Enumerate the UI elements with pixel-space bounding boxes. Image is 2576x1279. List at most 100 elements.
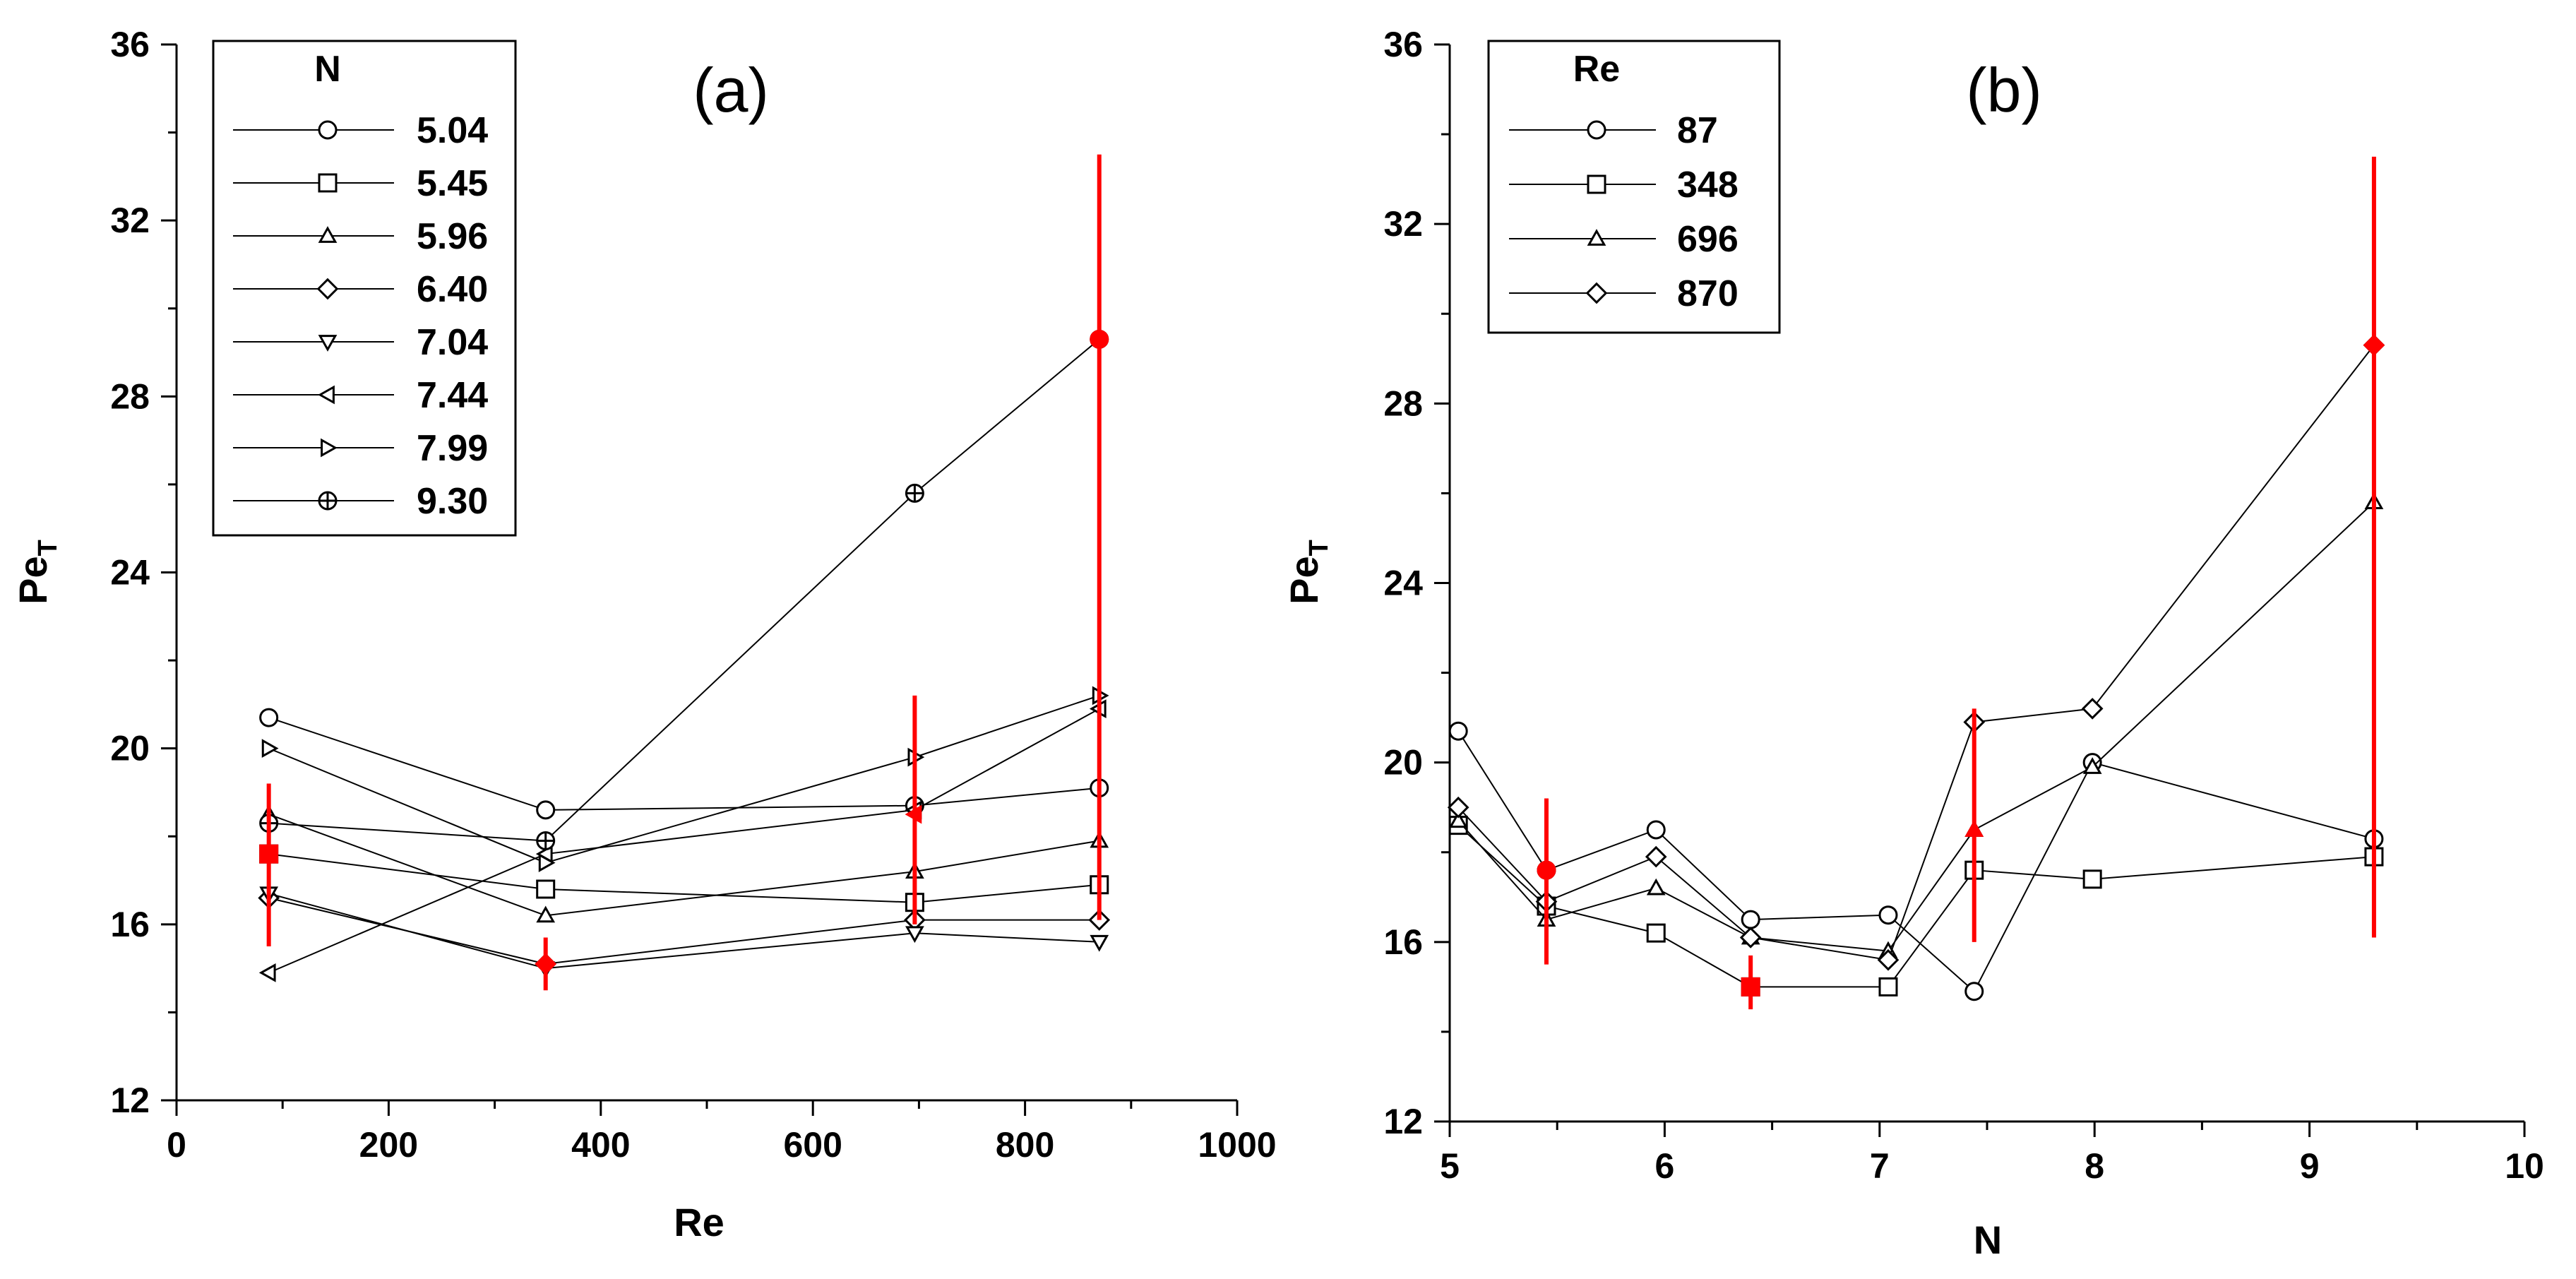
- legend-label: 87: [1677, 110, 1718, 151]
- series-line: [268, 814, 1099, 917]
- data-point: [258, 963, 276, 982]
- panel-a: 12 16 20 24 28 32 36 0 200 400 600 800 1000 Re PeT (a) N…: [11, 25, 1277, 1244]
- series-6.40: [258, 887, 1111, 975]
- legend-label: 5.45: [417, 163, 488, 204]
- legend-label: 870: [1677, 273, 1739, 314]
- data-point-shape: [1741, 910, 1760, 929]
- series-7.04: [259, 886, 1109, 978]
- x-axis-label: N: [1974, 1218, 2002, 1262]
- y-tick-label: 12: [1383, 1102, 1423, 1141]
- legend-item: 348: [1509, 165, 1739, 206]
- legend-item: 870: [1509, 273, 1739, 314]
- series-line: [268, 897, 1099, 965]
- panel-b: 12 16 20 24 28 32 36 5 6 7 8 9 10 N PeT (b) Re 87 348 696 87…: [1282, 25, 2544, 1262]
- data-point: [536, 905, 556, 923]
- y-tick-label: 32: [110, 201, 150, 240]
- y-axis-label-main: Pe: [1282, 556, 1326, 605]
- y-tick-label: 20: [110, 729, 150, 768]
- legend-marker: [1587, 120, 1606, 140]
- legend-label: 9.30: [417, 481, 488, 522]
- legend-label: 7.44: [417, 375, 488, 416]
- legend-marker: [1587, 229, 1606, 246]
- data-point: [536, 879, 556, 899]
- series-87: [1448, 721, 2384, 1001]
- data-point: [536, 800, 556, 820]
- legend-label: 7.99: [417, 428, 488, 469]
- legend-marker: [318, 335, 338, 352]
- legend-marker-shape: [1587, 120, 1606, 140]
- series-348: [1448, 816, 2384, 997]
- x-tick-label: 5: [1440, 1146, 1460, 1186]
- y-tick-label: 20: [1383, 743, 1423, 783]
- legend-marker-shape: [318, 120, 338, 140]
- x-tick-label: 0: [167, 1125, 186, 1165]
- data-point: [1646, 923, 1666, 943]
- data-point: [261, 739, 279, 759]
- data-point: [259, 708, 279, 727]
- legend-label: 5.96: [417, 216, 488, 257]
- y-tick-label: 36: [110, 25, 150, 64]
- legend-label: 696: [1677, 219, 1739, 260]
- series-line: [1457, 345, 2375, 961]
- series-870: [1447, 334, 2385, 971]
- y-axis-label: PeT: [1282, 540, 1334, 605]
- data-point-shape: [1964, 982, 1984, 1001]
- y-axis-label: PeT: [11, 540, 63, 605]
- error-bar-point-shape: [1537, 860, 1556, 880]
- data-point: [1646, 820, 1666, 840]
- legend-label: 348: [1677, 165, 1739, 206]
- error-bar-point: [905, 804, 922, 824]
- series-line: [268, 708, 1100, 974]
- series-7.99: [261, 686, 1109, 872]
- error-bar-2: [1964, 708, 1984, 942]
- error-bar-point: [1741, 977, 1760, 997]
- x-tick-label: 10: [2505, 1146, 2544, 1186]
- data-point: [1645, 845, 1667, 868]
- legend-item: 5.04: [233, 110, 488, 151]
- series-line: [1457, 730, 2375, 993]
- error-bar-point: [1090, 329, 1109, 349]
- data-point: [538, 853, 556, 872]
- data-point: [1646, 878, 1666, 896]
- data-point: [2082, 869, 2102, 889]
- y-axis-label-subscript: T: [1304, 540, 1334, 556]
- x-tick-label: 7: [1870, 1146, 1890, 1186]
- error-bar-point: [1964, 820, 1984, 837]
- data-point-shape: [536, 800, 556, 820]
- error-bar-0: [1537, 798, 1556, 965]
- y-axis-label-subscript: T: [33, 540, 63, 556]
- series-5.45: [259, 844, 1109, 912]
- legend-item: 7.99: [233, 428, 488, 469]
- legend-title: Re: [1573, 49, 1620, 90]
- series-5.04: [259, 708, 1109, 820]
- legend-marker: [1585, 282, 1608, 304]
- error-bar-1: [1741, 955, 1760, 1010]
- legend: Re 87 348 696 870: [1487, 40, 1781, 334]
- legend-marker: [316, 278, 339, 300]
- series-line: [268, 717, 1099, 811]
- data-point-shape: [1646, 820, 1666, 840]
- data-point: [905, 483, 924, 503]
- error-bar-2: [905, 695, 922, 924]
- x-tick-label: 800: [996, 1125, 1054, 1165]
- data-point: [1878, 905, 1898, 925]
- data-point: [1741, 910, 1760, 929]
- legend-item: 6.40: [233, 269, 488, 310]
- y-tick-label: 24: [110, 553, 150, 593]
- data-point: [1088, 909, 1111, 931]
- legend-title: N: [314, 49, 341, 90]
- series-line: [268, 338, 1100, 842]
- x-tick-label: 1000: [1198, 1125, 1276, 1165]
- y-tick-label: 16: [1383, 922, 1423, 962]
- x-tick-label: 8: [2085, 1146, 2104, 1186]
- series-line: [268, 893, 1099, 970]
- error-bar-3: [1090, 154, 1109, 920]
- data-point: [1877, 948, 1900, 971]
- data-point: [2082, 757, 2102, 774]
- x-tick-label: 600: [783, 1125, 842, 1165]
- legend-item: 7.44: [233, 375, 488, 416]
- x-tick-label: 9: [2300, 1146, 2320, 1186]
- series-696: [1448, 492, 2384, 958]
- data-point: [2081, 698, 2104, 720]
